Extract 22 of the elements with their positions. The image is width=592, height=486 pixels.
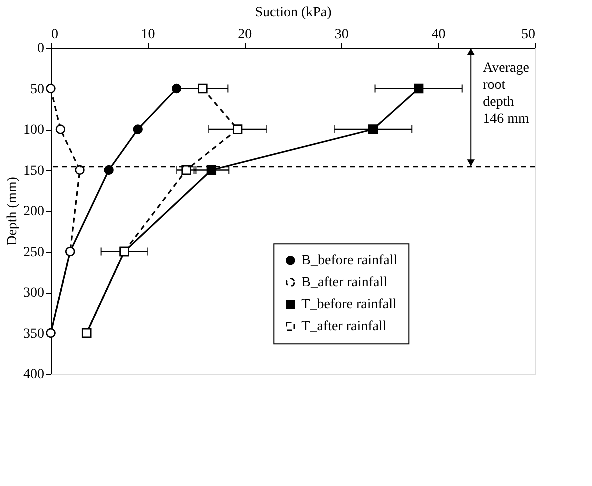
- y-tick-label: 400: [24, 368, 44, 382]
- y-tick-label: 250: [24, 245, 44, 260]
- y-tick-label: 300: [24, 286, 44, 301]
- legend-label: B_before rainfall: [302, 254, 398, 269]
- y-tick-label: 100: [24, 123, 44, 138]
- legend-label: B_after rainfall: [302, 276, 388, 291]
- y-tick-label: 350: [24, 326, 44, 342]
- x-axis-title: Suction (kPa): [255, 6, 332, 20]
- y-axis-title: Depth (mm): [6, 176, 20, 246]
- x-tick-label: 30: [334, 28, 349, 42]
- y-tick-label: 150: [24, 164, 44, 179]
- x-tick-label: 40: [432, 28, 446, 42]
- x-tick-label: 0: [52, 28, 58, 42]
- y-tick-label: 200: [24, 204, 44, 220]
- y-tick-label: 50: [30, 82, 44, 98]
- x-tick-label: 10: [141, 28, 156, 42]
- x-tick-label: 20: [238, 28, 252, 42]
- x-tick-label: 50: [522, 28, 536, 42]
- legend-label: T_after rainfall: [302, 320, 387, 335]
- legend-label: T_before rainfall: [302, 298, 397, 313]
- ref-line-label: Average root depth 146 mm: [483, 61, 530, 128]
- y-tick-label: 0: [38, 42, 44, 56]
